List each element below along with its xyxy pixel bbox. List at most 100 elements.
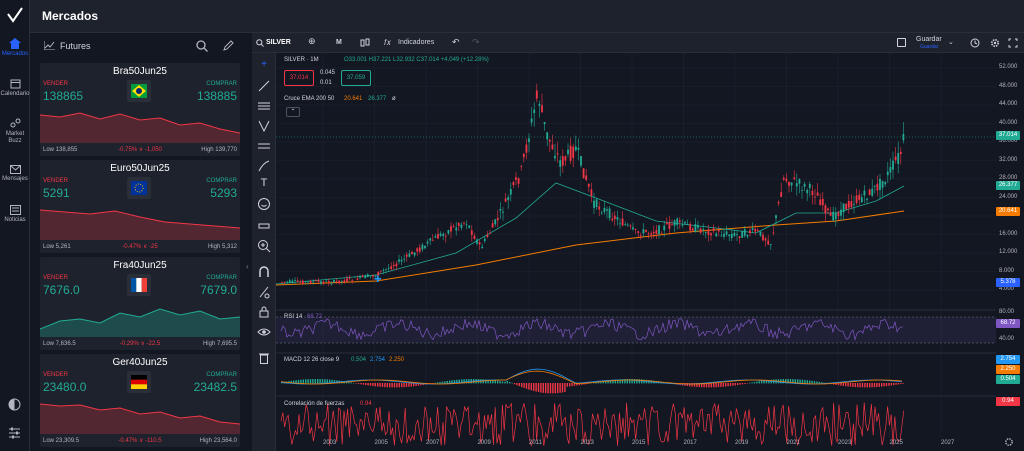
buy-price-button[interactable]: 23482.5 [193,380,237,394]
nav-item-mercados[interactable]: Mercados [0,38,30,58]
sell-price-button[interactable]: 138865 [43,89,84,103]
price-axis-label: 8.000 [999,267,1015,274]
add-symbol-plus-icon[interactable]: ⊕ [308,36,316,46]
macd-tag-c: 0.504 [996,375,1020,384]
brush-icon[interactable] [257,159,271,173]
buy-price-button[interactable]: 37.059 [341,70,371,86]
layout-checkbox[interactable] [897,38,906,47]
instrument-name: Bra50Jun25 [113,66,167,77]
candles-icon[interactable] [360,38,370,48]
nav-label: Mensajes [2,176,28,182]
news-icon [9,205,21,215]
interval-button[interactable]: M [336,39,342,46]
nav-item-mensajes[interactable]: Mensajes [0,165,30,183]
macd-legend-label: MACD 12 26 close 9 [284,357,340,363]
save-sub-label: Guardar [920,44,939,50]
eu-flag-icon [127,177,151,199]
lock-icon[interactable] [257,305,271,319]
rsi-axis-80: 80.00 [999,309,1015,315]
text-tool-icon[interactable]: T [260,177,268,189]
ruler-icon[interactable] [257,219,271,233]
magnet-icon[interactable] [257,265,271,279]
chart-grid [276,53,996,437]
symbol-search-button[interactable]: SILVER [266,39,291,46]
emoji-icon[interactable] [257,197,271,211]
indicators-button[interactable]: Indicadores [398,39,435,46]
brand-logo-icon [7,7,23,23]
ema-legend-extra: ø [392,96,396,102]
theme-toggle-icon[interactable] [8,398,21,411]
buy-price-button[interactable]: 5293 [210,186,237,200]
zoom-in-icon[interactable] [257,239,271,253]
chart-canvas[interactable]: ✚ [276,53,996,451]
collapse-panel-chevron-icon[interactable]: ‹ [246,262,249,271]
calendar-icon [10,79,20,89]
instrument-card[interactable]: Bra50Jun25 VENDER COMPRAR 138865 138885 … [40,63,240,156]
settings-sliders-icon[interactable] [8,426,21,439]
trendline-icon[interactable] [257,79,271,93]
buy-price-button[interactable]: 7679.0 [200,283,237,297]
change-value: -0.47% ∨ -25 [122,244,158,250]
futures-tab-label[interactable]: Futures [60,41,91,51]
axis-settings-gear-icon[interactable] [1004,437,1014,447]
year-label: 2025 [889,440,903,446]
price-axis-label: 40.000 [999,119,1018,126]
nav-item-market-buzz[interactable]: Market Buzz [0,118,30,145]
force-legend-value: 0.94 [360,401,372,407]
sell-label: VENDER [43,81,69,87]
edit-pencil-icon[interactable] [222,40,234,52]
year-label: 2005 [374,440,388,446]
lock-drawing-icon[interactable] [257,285,271,299]
price-axis-label: 32.000 [999,156,1018,163]
forecast-icon[interactable] [257,139,271,153]
high-value: High 139,770 [201,147,237,153]
buy-price-button[interactable]: 138885 [196,89,237,103]
sell-price-button[interactable]: 37.014 [284,70,314,86]
fib-icon[interactable] [257,99,271,113]
alert-clock-icon[interactable] [970,38,980,48]
chevron-down-icon[interactable]: ⌄ [948,39,954,46]
year-label: 2021 [786,440,800,446]
macd-tag-a: 2.754 [996,355,1020,364]
instrument-card[interactable]: Ger40Jun25 VENDER COMPRAR 23480.0 23482.… [40,354,240,447]
instrument-name: Euro50Jun25 [110,163,170,174]
crosshair-icon[interactable]: + [261,59,267,70]
ema-legend-label: Cruce EMA 200 50 [284,96,335,102]
undo-icon[interactable]: ↶ [452,37,460,47]
instrument-card[interactable]: Fra40Jun25 VENDER COMPRAR 7676.0 7679.0 … [40,257,240,350]
brazil-flag-icon [127,80,151,102]
sell-price-button[interactable]: 23480.0 [43,380,87,394]
nav-item-calendario[interactable]: Calendario [0,78,30,98]
sell-price-button[interactable]: 7676.0 [43,283,80,297]
search-icon[interactable] [196,40,208,52]
last-price-tag: 37.014 [996,131,1020,140]
instrument-card[interactable]: Euro50Jun25 VENDER COMPRAR 5291 5293 Low… [40,160,240,253]
search-icon [256,39,264,47]
nav-label: Mercados [1,51,29,57]
rsi-axis-40: 40.00 [999,336,1015,342]
eye-icon[interactable] [257,325,271,339]
gear-icon[interactable] [990,38,1000,48]
fullscreen-icon[interactable] [1008,38,1018,48]
sell-label: VENDER [43,178,69,184]
price-axis-label: 28.000 [999,175,1018,181]
collapse-legend-chevron-icon[interactable]: ⌃ [286,107,300,117]
mail-icon [9,165,21,174]
panel-header: Futures [36,33,242,59]
year-label: 2003 [323,440,337,446]
high-value: High 7,695.5 [202,341,237,347]
nav-item-noticias[interactable]: Noticias [0,205,30,224]
save-button[interactable]: Guardar [916,36,942,43]
ema50-price-tag: 26.377 [996,181,1020,190]
pattern-icon[interactable] [257,119,271,133]
year-label: 2017 [683,440,697,446]
buy-label: COMPRAR [206,81,237,87]
price-axis-label: 52.000 [999,64,1018,70]
trash-icon[interactable] [257,351,271,365]
nav-label: Calendario [0,91,30,97]
price-axis-label: 4.000 [999,286,1015,292]
redo-icon[interactable]: ↷ [472,37,480,47]
year-label: 2009 [477,440,491,446]
year-label: 2023 [838,440,852,446]
sell-price-button[interactable]: 5291 [43,186,70,200]
